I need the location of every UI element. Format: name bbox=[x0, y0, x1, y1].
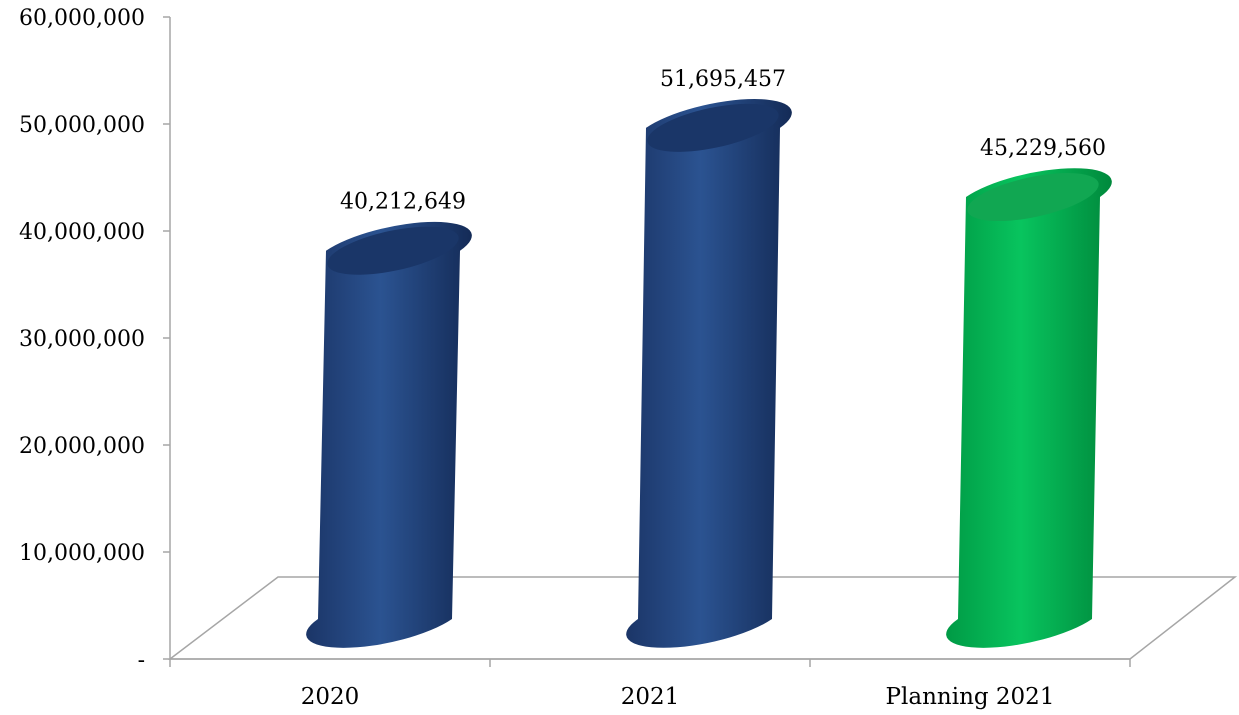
y-axis-ticks: - 10,000,000 20,000,000 30,000,000 40,000,00… bbox=[19, 6, 170, 673]
y-tick-label: - bbox=[138, 648, 145, 673]
bar-cylinder bbox=[626, 99, 792, 648]
x-axis-ticks: 2020 2021 Planning 2021 bbox=[169, 659, 1131, 710]
y-tick-label: 40,000,000 bbox=[19, 220, 145, 245]
data-label: 45,229,560 bbox=[980, 136, 1106, 161]
bar-body bbox=[306, 221, 472, 648]
bar-cylinder bbox=[306, 221, 472, 648]
bars-group: 40,212,649 51,695,457 45,229,560 bbox=[306, 67, 1112, 648]
data-label: 51,695,457 bbox=[660, 67, 786, 92]
bar-body bbox=[946, 168, 1112, 648]
bar-cylinder bbox=[946, 168, 1112, 648]
x-tick-label: Planning 2021 bbox=[886, 684, 1055, 710]
y-tick-label: 60,000,000 bbox=[19, 6, 145, 31]
y-tick-label: 50,000,000 bbox=[19, 113, 145, 138]
y-tick-label: 20,000,000 bbox=[19, 434, 145, 459]
bar-body bbox=[626, 99, 792, 648]
x-tick-label: 2021 bbox=[621, 684, 680, 710]
bar-top-cap bbox=[647, 103, 779, 152]
bar-top-cap bbox=[967, 173, 1099, 222]
y-tick-label: 30,000,000 bbox=[19, 327, 145, 352]
data-label: 40,212,649 bbox=[340, 190, 466, 215]
x-tick-label: 2020 bbox=[301, 684, 360, 710]
bar-top-cap bbox=[327, 226, 459, 275]
y-tick-label: 10,000,000 bbox=[19, 541, 145, 566]
